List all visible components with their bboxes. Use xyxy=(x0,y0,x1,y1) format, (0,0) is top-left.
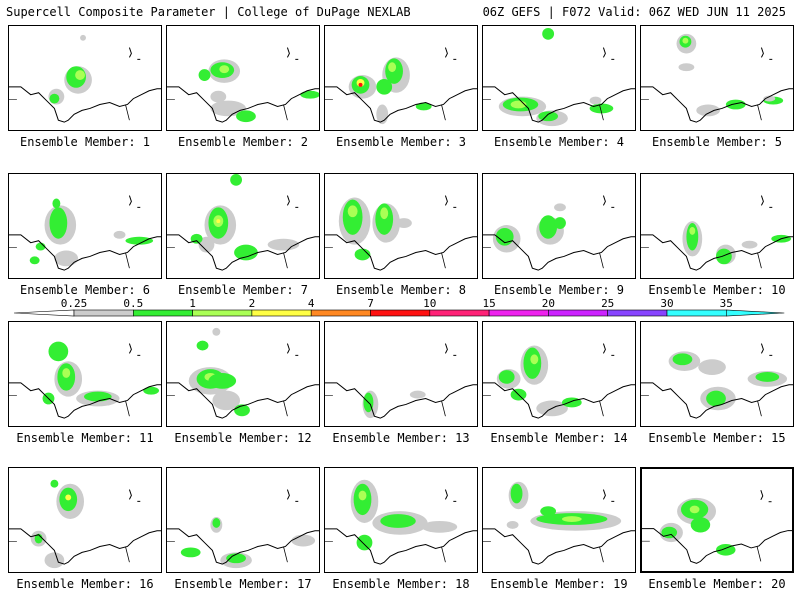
colorbar-tick-label: 0.25 xyxy=(61,297,88,310)
ensemble-member-label: Ensemble Member: 11 xyxy=(16,431,154,445)
ensemble-member-label: Ensemble Member: 12 xyxy=(174,431,312,445)
ensemble-member-map-18[interactable] xyxy=(324,467,478,573)
ensemble-member-label: Ensemble Member: 1 xyxy=(19,135,151,149)
ensemble-member-label: Ensemble Member: 9 xyxy=(493,283,625,297)
ensemble-member-map-5[interactable] xyxy=(640,25,794,131)
colorbar-segment xyxy=(488,309,549,317)
colorbar-segment xyxy=(666,309,727,317)
ensemble-member-map-16[interactable] xyxy=(8,467,162,573)
colorbar-tick-label: 2 xyxy=(249,297,256,310)
ensemble-member-label: Ensemble Member: 8 xyxy=(335,283,467,297)
ensemble-member-map-8[interactable] xyxy=(324,173,478,279)
ensemble-member-map-2[interactable] xyxy=(166,25,320,131)
colorbar-segment xyxy=(607,309,668,317)
ensemble-member-map-12[interactable] xyxy=(166,321,320,427)
ensemble-member-label: Ensemble Member: 14 xyxy=(490,431,628,445)
ensemble-member-map-1[interactable] xyxy=(8,25,162,131)
ensemble-member-label: Ensemble Member: 6 xyxy=(19,283,151,297)
ensemble-member-map-14[interactable] xyxy=(482,321,636,427)
ensemble-member-label: Ensemble Member: 2 xyxy=(177,135,309,149)
colorbar-segment xyxy=(370,309,431,317)
ensemble-member-label: Ensemble Member: 13 xyxy=(332,431,470,445)
colorbar-segment xyxy=(133,309,193,317)
ensemble-member-label: Ensemble Member: 3 xyxy=(335,135,467,149)
ensemble-member-map-3[interactable] xyxy=(324,25,478,131)
ensemble-member-map-7[interactable] xyxy=(166,173,320,279)
colorbar-arrow-right xyxy=(725,309,785,317)
colorbar-tick-label: 20 xyxy=(542,297,555,310)
run-info: 06Z GEFS | F072 Valid: 06Z WED JUN 11 20… xyxy=(482,5,786,19)
color-scale-legend: 0.25 0.5 1 2 4 7 10 15 20 25 30 35 xyxy=(12,297,788,319)
colorbar-tick-label: 10 xyxy=(423,297,436,310)
ensemble-member-map-4[interactable] xyxy=(482,25,636,131)
ensemble-member-map-11[interactable] xyxy=(8,321,162,427)
colorbar-segment xyxy=(429,309,490,317)
colorbar-segment xyxy=(73,309,134,317)
colorbar-tick-label: 0.5 xyxy=(123,297,143,310)
ensemble-member-label: Ensemble Member: 18 xyxy=(332,577,470,591)
ensemble-member-map-6[interactable] xyxy=(8,173,162,279)
colorbar-segment xyxy=(548,309,609,317)
colorbar-tick-label: 1 xyxy=(189,297,196,310)
colorbar-tick-label: 7 xyxy=(367,297,374,310)
ensemble-member-label: Ensemble Member: 7 xyxy=(177,283,309,297)
colorbar-tick-label: 4 xyxy=(308,297,315,310)
ensemble-member-label: Ensemble Member: 16 xyxy=(16,577,154,591)
ensemble-member-map-15[interactable] xyxy=(640,321,794,427)
colorbar-segment xyxy=(310,309,371,317)
ensemble-member-map-13[interactable] xyxy=(324,321,478,427)
colorbar-tick-label: 15 xyxy=(482,297,495,310)
ensemble-member-label: Ensemble Member: 5 xyxy=(651,135,783,149)
ensemble-member-label: Ensemble Member: 10 xyxy=(648,283,786,297)
ensemble-member-map-10[interactable] xyxy=(640,173,794,279)
colorbar-tick-label: 30 xyxy=(660,297,673,310)
colorbar-tick-label: 35 xyxy=(720,297,733,310)
colorbar-tick-label: 25 xyxy=(601,297,614,310)
ensemble-member-map-20[interactable] xyxy=(640,467,794,573)
ensemble-member-label: Ensemble Member: 17 xyxy=(174,577,312,591)
ensemble-member-map-17[interactable] xyxy=(166,467,320,573)
ensemble-member-label: Ensemble Member: 20 xyxy=(648,577,786,591)
colorbar-segment xyxy=(192,309,253,317)
page-title: Supercell Composite Parameter | College … xyxy=(6,5,411,19)
ensemble-member-label: Ensemble Member: 19 xyxy=(490,577,628,591)
ensemble-member-label: Ensemble Member: 15 xyxy=(648,431,786,445)
ensemble-member-map-9[interactable] xyxy=(482,173,636,279)
colorbar-segment xyxy=(251,309,312,317)
colorbar-arrow-left xyxy=(13,309,75,317)
ensemble-member-map-19[interactable] xyxy=(482,467,636,573)
ensemble-member-label: Ensemble Member: 4 xyxy=(493,135,625,149)
